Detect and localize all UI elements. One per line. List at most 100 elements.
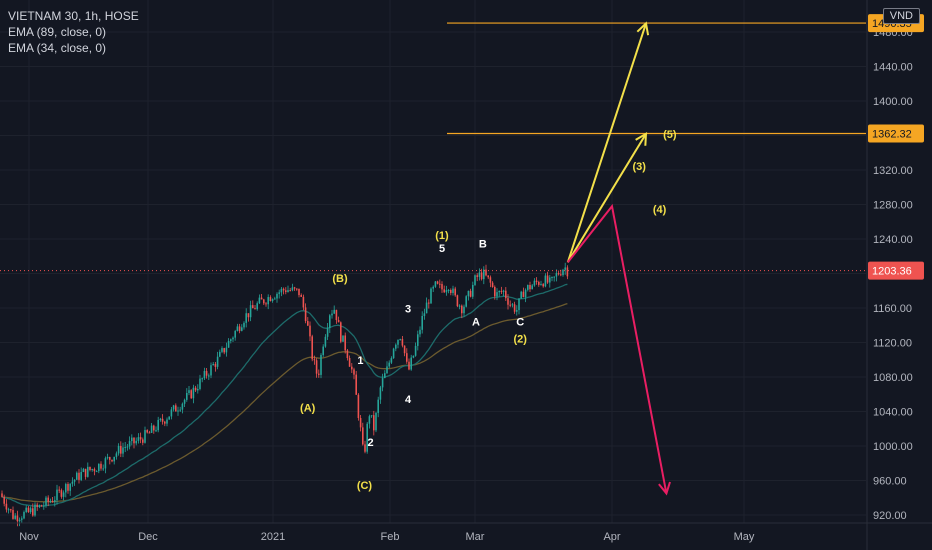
wave-label: 1 [357, 355, 363, 367]
candle-body [67, 484, 69, 491]
candle-body [487, 275, 489, 278]
time-tick-label: 2021 [261, 531, 285, 543]
candle-body [175, 405, 177, 412]
candle-body [353, 369, 355, 375]
candle-body [241, 327, 243, 331]
candle-body [5, 503, 8, 510]
candle-body [296, 288, 298, 290]
candle-body [315, 360, 318, 374]
candle-body [505, 290, 507, 299]
candle-body [276, 293, 278, 299]
candle-body [80, 471, 82, 480]
candle-body [318, 373, 320, 375]
candle-body [560, 274, 562, 276]
candle-body [247, 313, 250, 318]
wave-label: 4 [405, 394, 412, 406]
projection-arrows [566, 21, 671, 496]
candle-body [516, 310, 518, 312]
chart-legend: VIETNAM 30, 1h, HOSE EMA (89, close, 0) … [8, 8, 139, 56]
candle-body [265, 303, 267, 305]
candle-body [412, 355, 415, 358]
candle-body [190, 390, 192, 399]
candle-body [524, 289, 527, 298]
candle-body [447, 290, 450, 292]
candle-body [159, 418, 162, 420]
candle-body [406, 353, 408, 362]
candle-body [95, 471, 98, 473]
candle-body [551, 277, 553, 279]
candle-body [227, 340, 230, 348]
candle-body [133, 437, 135, 444]
candle-body [76, 472, 78, 480]
candle-body [463, 306, 465, 314]
price-tick-label: 1320.00 [873, 165, 913, 177]
candle-body [280, 288, 283, 293]
candle-body [362, 427, 364, 445]
candle-body [480, 272, 483, 280]
candle-body [531, 285, 533, 290]
candle-body [450, 290, 452, 294]
candle-body [29, 508, 32, 513]
ema-34-label[interactable]: EMA (34, close, 0) [8, 41, 107, 55]
candle-body [51, 500, 54, 503]
candle-body [309, 325, 311, 337]
candle-body [84, 468, 87, 477]
candle-body [124, 446, 126, 448]
time-tick-label: Dec [138, 531, 158, 543]
target-price-badge [868, 124, 924, 143]
candle-body [436, 281, 439, 284]
candle-body [69, 483, 71, 491]
candle-body [302, 296, 305, 308]
candle-body [469, 290, 472, 297]
candle-body [1, 493, 3, 497]
candle-body [111, 459, 113, 462]
candle-body [557, 273, 560, 275]
symbol-title[interactable]: VIETNAM 30, 1h, HOSE [8, 9, 139, 23]
candle-body [351, 366, 353, 370]
candle-body [452, 288, 454, 294]
candle-body [335, 309, 338, 321]
candle-body [65, 484, 67, 493]
candle-body [384, 373, 386, 379]
price-tick-label: 960.00 [873, 476, 907, 488]
candle-body [87, 466, 89, 477]
currency-badge[interactable]: VND [882, 8, 920, 24]
candle-body [89, 466, 91, 470]
ema-89-label[interactable]: EMA (89, close, 0) [8, 25, 107, 39]
candle-body [564, 267, 566, 270]
wave-label: B [479, 239, 487, 251]
candle-body [126, 446, 129, 448]
candle-body [267, 297, 269, 305]
ema-34-line [1, 283, 568, 507]
candle-body [197, 388, 199, 391]
candle-body [489, 277, 492, 283]
candle-body [454, 288, 456, 296]
price-tick-label: 1400.00 [873, 96, 913, 108]
candle-body [192, 387, 195, 399]
price-tick-label: 1120.00 [873, 338, 912, 350]
candle-body [322, 346, 324, 355]
candle-body [161, 418, 164, 422]
time-axis[interactable]: Nov Dec 2021 Feb Mar Apr May [19, 531, 755, 543]
candle-body [179, 409, 181, 411]
candle-body [120, 445, 122, 454]
candle-body [137, 437, 140, 441]
candle-body [236, 326, 239, 332]
candle-body [340, 322, 342, 342]
candle-body [397, 339, 399, 345]
candle-body [230, 339, 232, 341]
price-tick-label: 1000.00 [873, 441, 913, 453]
candle-body [423, 313, 426, 316]
candle-body [146, 430, 148, 433]
candle-body [542, 284, 544, 287]
candle-body [304, 307, 307, 322]
candle-body [522, 291, 525, 298]
horizontal-levels [0, 22, 866, 272]
candle-body [344, 335, 346, 351]
candle-body [300, 295, 302, 297]
candle-body [166, 419, 168, 424]
candle-body [98, 463, 100, 472]
candle-body [82, 468, 85, 472]
price-tick-label: 1280.00 [873, 200, 913, 212]
